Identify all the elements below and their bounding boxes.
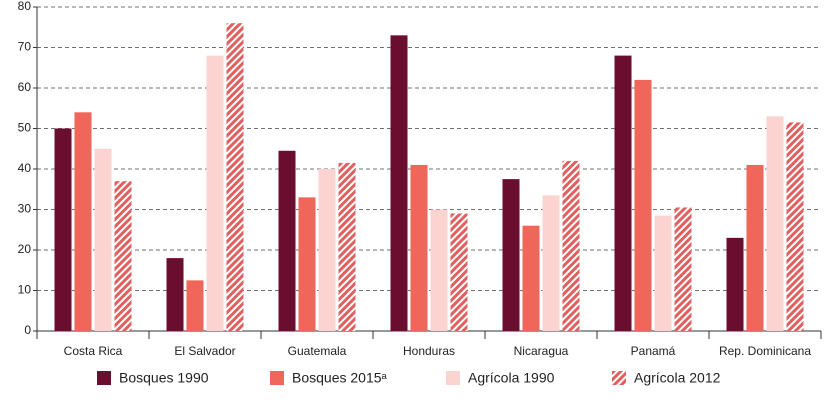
y-tick-label: 30 (18, 202, 32, 216)
x-tick-label: Nicaragua (514, 344, 569, 358)
bar (206, 55, 224, 331)
bar (54, 128, 72, 331)
legend-swatch (270, 371, 284, 385)
bar (614, 55, 632, 331)
bar (634, 79, 652, 332)
x-tick-label: Guatemala (288, 344, 347, 358)
y-tick-label: 80 (18, 0, 32, 13)
bar (410, 164, 428, 331)
x-tick-label: El Salvador (174, 344, 235, 358)
bar (786, 122, 804, 331)
legend-label: Bosques 2015ᵃ (292, 370, 388, 386)
bar (562, 160, 580, 331)
bar (746, 164, 764, 331)
y-tick-label: 70 (18, 40, 32, 54)
bar (522, 225, 540, 331)
y-tick-label: 10 (18, 283, 32, 297)
bar (166, 258, 184, 331)
y-tick-label: 40 (18, 161, 32, 175)
legend-label: Agrícola 1990 (468, 370, 555, 386)
y-tick-label: 20 (18, 242, 32, 256)
bar (542, 195, 560, 331)
bar (186, 280, 204, 331)
bar (226, 23, 244, 331)
bar (674, 207, 692, 331)
bar (114, 181, 132, 331)
bar (726, 237, 744, 331)
legend-swatch (446, 371, 460, 385)
x-tick-label: Costa Rica (64, 344, 123, 358)
bar (502, 179, 520, 331)
bar (94, 148, 112, 331)
bar (654, 215, 672, 331)
legend-swatch (612, 371, 626, 385)
bar (338, 162, 356, 331)
y-tick-label: 0 (24, 323, 31, 337)
bar (766, 116, 784, 331)
bar (450, 213, 468, 331)
bar (318, 169, 336, 331)
x-tick-label: Rep. Dominicana (719, 344, 811, 358)
bar (298, 197, 316, 331)
bar (278, 150, 296, 331)
legend-swatch (97, 371, 111, 385)
bar (390, 35, 408, 331)
legend-label: Agrícola 2012 (634, 370, 721, 386)
x-tick-label: Honduras (403, 344, 455, 358)
bar (430, 209, 448, 331)
y-tick-label: 60 (18, 80, 32, 94)
legend-label: Bosques 1990 (119, 370, 209, 386)
y-tick-label: 50 (18, 121, 32, 135)
x-tick-label: Panamá (631, 344, 676, 358)
bar (74, 112, 92, 331)
